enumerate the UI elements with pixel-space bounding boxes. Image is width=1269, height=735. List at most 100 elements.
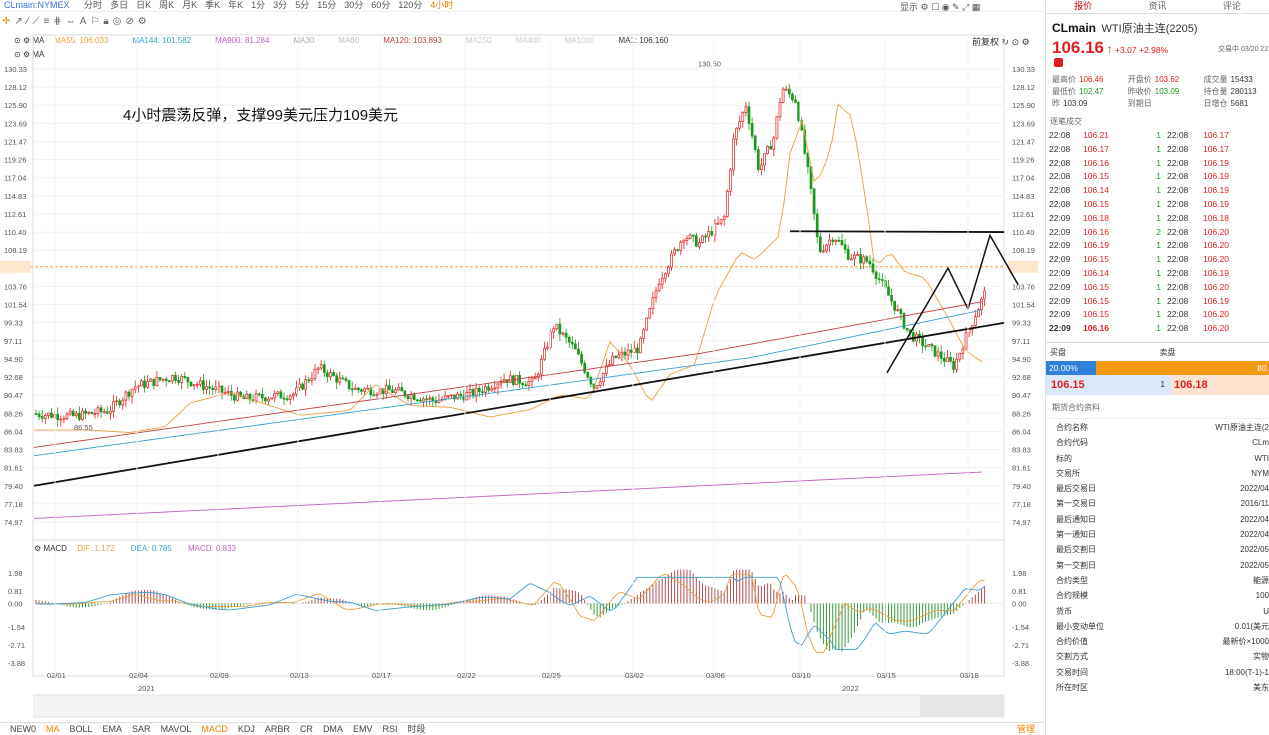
indicator-sar[interactable]: SAR bbox=[132, 724, 151, 734]
collapse-icon[interactable]: ⊙ bbox=[14, 36, 21, 45]
indicator-mavol[interactable]: MAVOL bbox=[160, 724, 192, 734]
indicator-dma[interactable]: DMA bbox=[322, 724, 343, 734]
candle-body bbox=[493, 387, 497, 390]
ray-tool-icon[interactable]: ⟋ bbox=[32, 16, 40, 27]
candle-body bbox=[654, 290, 658, 299]
legend2-settings-icon[interactable]: ⚙ bbox=[22, 50, 31, 59]
legend2-collapse-icon[interactable]: ⊙ bbox=[14, 50, 21, 59]
period-2[interactable]: 日K bbox=[136, 0, 152, 10]
pen-icon[interactable]: ✎ bbox=[952, 2, 963, 12]
lock-icon[interactable]: 🔒︎ bbox=[103, 16, 109, 27]
y-tick-left: 108.19 bbox=[4, 246, 27, 255]
visible-icon[interactable]: ◎ bbox=[112, 16, 122, 27]
line-tool-icon[interactable]: ∕ bbox=[26, 16, 29, 27]
measure-tool-icon[interactable]: ⇔ bbox=[65, 16, 76, 27]
candle-body bbox=[911, 332, 915, 342]
tab-news[interactable]: 资讯 bbox=[1148, 1, 1167, 11]
info-label: 合约代码 bbox=[1056, 438, 1088, 448]
period-11[interactable]: 30分 bbox=[344, 0, 364, 10]
candle-body bbox=[40, 416, 44, 419]
x-tick: 03/02 bbox=[625, 671, 644, 680]
y-tick-right: 128.12 bbox=[1012, 83, 1035, 92]
expand-icon[interactable]: ⤢ bbox=[962, 2, 972, 12]
adjust-button[interactable]: 前复权 bbox=[972, 37, 1000, 47]
stat-cell: 日增仓 5681 bbox=[1204, 98, 1269, 110]
manage-button[interactable]: 管理 bbox=[1016, 724, 1035, 734]
y-tick-right: 86.04 bbox=[1012, 427, 1031, 436]
info-value: NYM bbox=[1251, 468, 1269, 478]
gear-icon[interactable]: ⚙ bbox=[920, 2, 932, 12]
indicator-kdj[interactable]: KDJ bbox=[237, 724, 255, 734]
tab-quote[interactable]: 报价 bbox=[1074, 1, 1093, 11]
x-tick: 03/10 bbox=[792, 671, 811, 680]
candle-body bbox=[428, 397, 432, 400]
period-6[interactable]: 年K bbox=[228, 0, 244, 10]
x-tick: 02/04 bbox=[129, 671, 148, 680]
settings-icon[interactable]: ⚙ bbox=[137, 16, 147, 27]
macd-settings-icon[interactable]: ⚙ bbox=[34, 544, 42, 553]
candle-body bbox=[226, 391, 230, 393]
candle-body bbox=[307, 379, 311, 382]
crosshair-icon[interactable]: ✛ bbox=[2, 16, 11, 27]
period-0[interactable]: 分时 bbox=[84, 0, 103, 10]
indicator-new0[interactable]: NEW0 bbox=[10, 724, 37, 734]
candle-body bbox=[171, 374, 174, 382]
period-10[interactable]: 15分 bbox=[317, 0, 337, 10]
candle-body bbox=[521, 383, 525, 386]
period-13[interactable]: 120分 bbox=[398, 0, 423, 10]
price-chart[interactable]: 130.33 130.33 128.12 128.12 125.90 125.90 123.… bbox=[0, 30, 1044, 722]
info-value: 0.01(美元 bbox=[1234, 621, 1269, 631]
period-5[interactable]: 季K bbox=[205, 0, 221, 10]
period-3[interactable]: 周K bbox=[159, 0, 175, 10]
indicator-boll[interactable]: BOLL bbox=[69, 724, 93, 734]
pointer-icon[interactable]: ↗ bbox=[14, 16, 23, 27]
symbol-label[interactable]: CLmain:NYMEX bbox=[4, 0, 70, 10]
indicator-ema[interactable]: EMA bbox=[102, 724, 123, 734]
tick-row: 22:09 106.19 1 22:08 106.20 bbox=[1049, 239, 1269, 253]
tick-cell: 22:09 bbox=[1049, 254, 1071, 265]
mark-tool-icon[interactable]: ⚐ bbox=[90, 16, 100, 27]
period-1[interactable]: 多日 bbox=[110, 0, 129, 10]
candle-body bbox=[936, 351, 940, 357]
support-trendline bbox=[33, 322, 1005, 487]
delete-icon[interactable]: ⊘ bbox=[125, 16, 134, 27]
channel-tool-icon[interactable]: ≡ bbox=[43, 16, 50, 27]
candle-body bbox=[719, 218, 723, 224]
period-12[interactable]: 60分 bbox=[371, 0, 391, 10]
tab-comments[interactable]: 评论 bbox=[1222, 1, 1241, 11]
indicator-rsi[interactable]: RSI bbox=[382, 724, 398, 734]
macd-label: MACD bbox=[43, 544, 67, 553]
candle-body bbox=[357, 387, 360, 391]
text-tool-icon[interactable]: A bbox=[79, 16, 87, 27]
indicator-macd[interactable]: MACD bbox=[201, 724, 228, 734]
alert-icon[interactable] bbox=[1054, 58, 1063, 67]
window-icon[interactable]: ☐ bbox=[931, 2, 942, 12]
candle-body bbox=[322, 364, 326, 374]
camera-icon[interactable]: ◉ bbox=[941, 2, 953, 12]
legend2-label: MA bbox=[32, 50, 45, 59]
candle-body bbox=[223, 391, 227, 394]
refresh-icon[interactable]: ↻ ⊙ ⚙ bbox=[1001, 37, 1030, 47]
period-14[interactable]: 4小时 bbox=[430, 0, 454, 10]
display-menu[interactable]: 显示 bbox=[900, 2, 919, 12]
period-7[interactable]: 1分 bbox=[251, 0, 266, 10]
dif-value: DIF: 1.172 bbox=[77, 544, 115, 553]
fib-tool-icon[interactable]: ⋕ bbox=[53, 16, 62, 27]
grid-icon[interactable]: ▦ bbox=[971, 2, 981, 12]
legend-settings-icon[interactable]: ⚙ bbox=[22, 36, 31, 45]
candle-body bbox=[295, 387, 298, 395]
indicator-时段[interactable]: 时段 bbox=[407, 724, 426, 734]
period-9[interactable]: 5分 bbox=[295, 0, 310, 10]
tick-row: 22:09 106.15 1 22:08 106.20 bbox=[1049, 308, 1269, 322]
legend-item-6: MA250 bbox=[465, 36, 492, 45]
indicator-ma[interactable]: MA bbox=[46, 724, 60, 734]
candle-body bbox=[632, 347, 636, 353]
indicator-arbr[interactable]: ARBR bbox=[264, 724, 290, 734]
indicator-cr[interactable]: CR bbox=[299, 724, 313, 734]
period-4[interactable]: 月K bbox=[182, 0, 198, 10]
indicator-emv[interactable]: EMV bbox=[352, 724, 373, 734]
candle-body bbox=[146, 381, 149, 388]
tick-cell: 22:09 bbox=[1049, 281, 1071, 292]
period-8[interactable]: 3分 bbox=[273, 0, 288, 10]
info-value: 18:00(T-1)-1 bbox=[1224, 667, 1269, 677]
